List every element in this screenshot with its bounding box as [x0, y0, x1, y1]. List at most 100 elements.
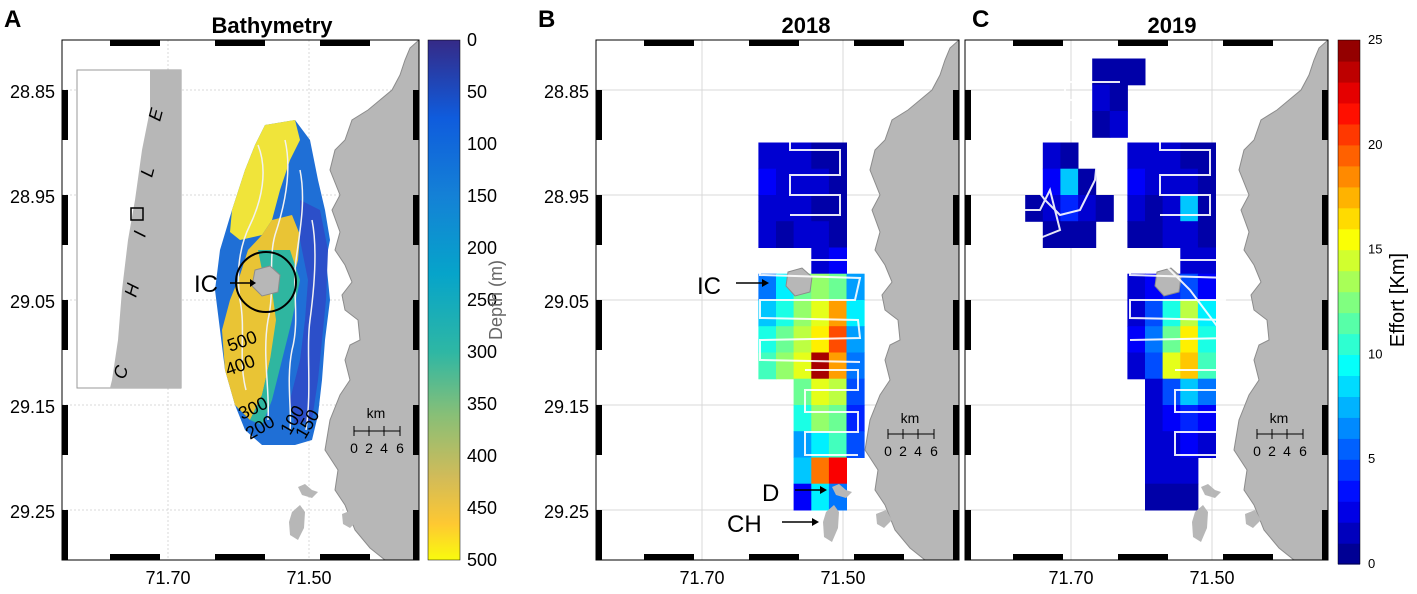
- depth-colorbar-tick: 450: [467, 498, 497, 518]
- effort-cell: [1042, 142, 1061, 170]
- effort-cell: [828, 142, 847, 170]
- effort-cell: [1127, 58, 1146, 86]
- effort-cell: [793, 168, 812, 196]
- svg-text:28.95: 28.95: [10, 187, 55, 207]
- effort-cell: [1092, 111, 1111, 138]
- effort-colorbar-swatch: [1338, 396, 1360, 418]
- effort-cell: [828, 457, 847, 485]
- svg-text:L: L: [137, 164, 159, 179]
- effort-cell: [846, 300, 865, 327]
- effort-cell: [1095, 195, 1114, 222]
- effort-cell: [1162, 483, 1181, 511]
- effort-colorbar-swatch: [1338, 61, 1360, 83]
- effort-colorbar-swatch: [1338, 249, 1360, 272]
- ic-island: [251, 265, 281, 297]
- effort-cell: [1145, 431, 1164, 458]
- effort-cell: [1180, 483, 1199, 511]
- effort-cell: [811, 273, 830, 301]
- depth-colorbar-label: Depth (m): [486, 260, 506, 340]
- panel-a: A Bathymetry: [4, 6, 506, 588]
- effort-cell: [846, 431, 865, 458]
- depth-colorbar-tick: 100: [467, 134, 497, 154]
- svg-text:29.15: 29.15: [10, 397, 55, 417]
- effort-cell: [1078, 195, 1097, 222]
- effort-cell: [1127, 300, 1146, 327]
- svg-text:71.50: 71.50: [1189, 568, 1234, 588]
- effort-cell: [1180, 457, 1199, 485]
- effort-cell: [828, 405, 847, 432]
- effort-cell: [1145, 405, 1164, 432]
- svg-text:29.05: 29.05: [544, 292, 589, 312]
- effort-cell: [1180, 221, 1199, 248]
- effort-cell: [793, 378, 812, 406]
- effort-colorbar-swatch: [1338, 543, 1360, 565]
- effort-cell: [828, 221, 847, 248]
- effort-cell: [1197, 352, 1216, 380]
- effort-colorbar-swatch: [1338, 333, 1360, 355]
- svg-text:29.05: 29.05: [10, 292, 55, 312]
- depth-colorbar: 0 50 100 150 200 250 300 350 400 450 500 Depth (m): [427, 30, 506, 570]
- effort-cell: [1180, 405, 1199, 432]
- svg-text:I: I: [130, 229, 151, 239]
- panel-b-letter: B: [538, 6, 555, 33]
- effort-colorbar-swatch: [1338, 186, 1360, 209]
- effort-cell: [776, 352, 795, 380]
- svg-text:71.70: 71.70: [145, 568, 190, 588]
- effort-colorbar-swatch: [1338, 165, 1360, 188]
- bathymetry-teal: [250, 250, 300, 425]
- effort-cell: [1180, 168, 1199, 196]
- effort-cell: [1180, 352, 1199, 380]
- svg-text:4: 4: [380, 440, 388, 456]
- panel-b-island-small: [876, 510, 892, 528]
- effort-colorbar-swatch: [1338, 522, 1360, 544]
- effort-cell: [793, 221, 812, 248]
- effort-colorbar-swatch: [1338, 270, 1360, 293]
- effort-cell: [1162, 405, 1181, 432]
- effort-cell: [1162, 378, 1181, 406]
- effort-cell: [828, 273, 847, 301]
- effort-cell: [828, 195, 847, 222]
- effort-cell: [1127, 142, 1146, 170]
- effort-colorbar-swatch: [1338, 144, 1360, 167]
- effort-cell: [1162, 221, 1181, 248]
- effort-colorbar-tick: 15: [1368, 242, 1382, 257]
- effort-cell: [1197, 431, 1216, 458]
- scalebar-a: km 0 2 4 6: [350, 405, 404, 456]
- effort-colorbar-swatch: [1338, 102, 1360, 125]
- scalebar-b: km 0 2 4 6: [884, 410, 938, 459]
- panel-b-island-d: [832, 484, 852, 498]
- effort-cell: [793, 457, 812, 485]
- effort-cell: [1025, 195, 1044, 222]
- svg-text:28.95: 28.95: [544, 187, 589, 207]
- effort-colorbar-swatch: [1338, 480, 1360, 502]
- effort-cell: [811, 142, 830, 170]
- effort-cell: [811, 352, 830, 380]
- panel-b-survey-track: [759, 131, 862, 456]
- ic-label-b: IC: [697, 273, 721, 300]
- panel-c-title: 2019: [1148, 13, 1197, 38]
- effort-cell: [758, 352, 777, 380]
- effort-colorbar-swatch: [1338, 81, 1360, 104]
- panel-a-island-small: [342, 510, 358, 528]
- effort-colorbar-swatch: [1338, 228, 1360, 251]
- panel-c-island-small: [1245, 510, 1261, 528]
- effort-cell: [1060, 221, 1079, 248]
- effort-cell: [811, 300, 830, 327]
- depth-colorbar-tick: 50: [467, 82, 487, 102]
- effort-cell: [811, 405, 830, 432]
- effort-cell: [811, 195, 830, 222]
- depth-colorbar-tick: 150: [467, 186, 497, 206]
- effort-cell: [1127, 221, 1146, 248]
- effort-cell: [1162, 195, 1181, 222]
- svg-text:2: 2: [1268, 443, 1276, 459]
- effort-cell: [1180, 378, 1199, 406]
- effort-colorbar: 0 5 10 15 20 25 Effort [Km]: [1337, 32, 1409, 571]
- svg-text:71.70: 71.70: [1048, 568, 1093, 588]
- effort-cell: [1162, 352, 1181, 380]
- depth-colorbar-tick: 350: [467, 394, 497, 414]
- ic-contour-circle: [235, 251, 297, 313]
- svg-text:km: km: [367, 405, 386, 421]
- effort-cell: [1145, 300, 1164, 327]
- effort-colorbar-swatch: [1338, 207, 1360, 230]
